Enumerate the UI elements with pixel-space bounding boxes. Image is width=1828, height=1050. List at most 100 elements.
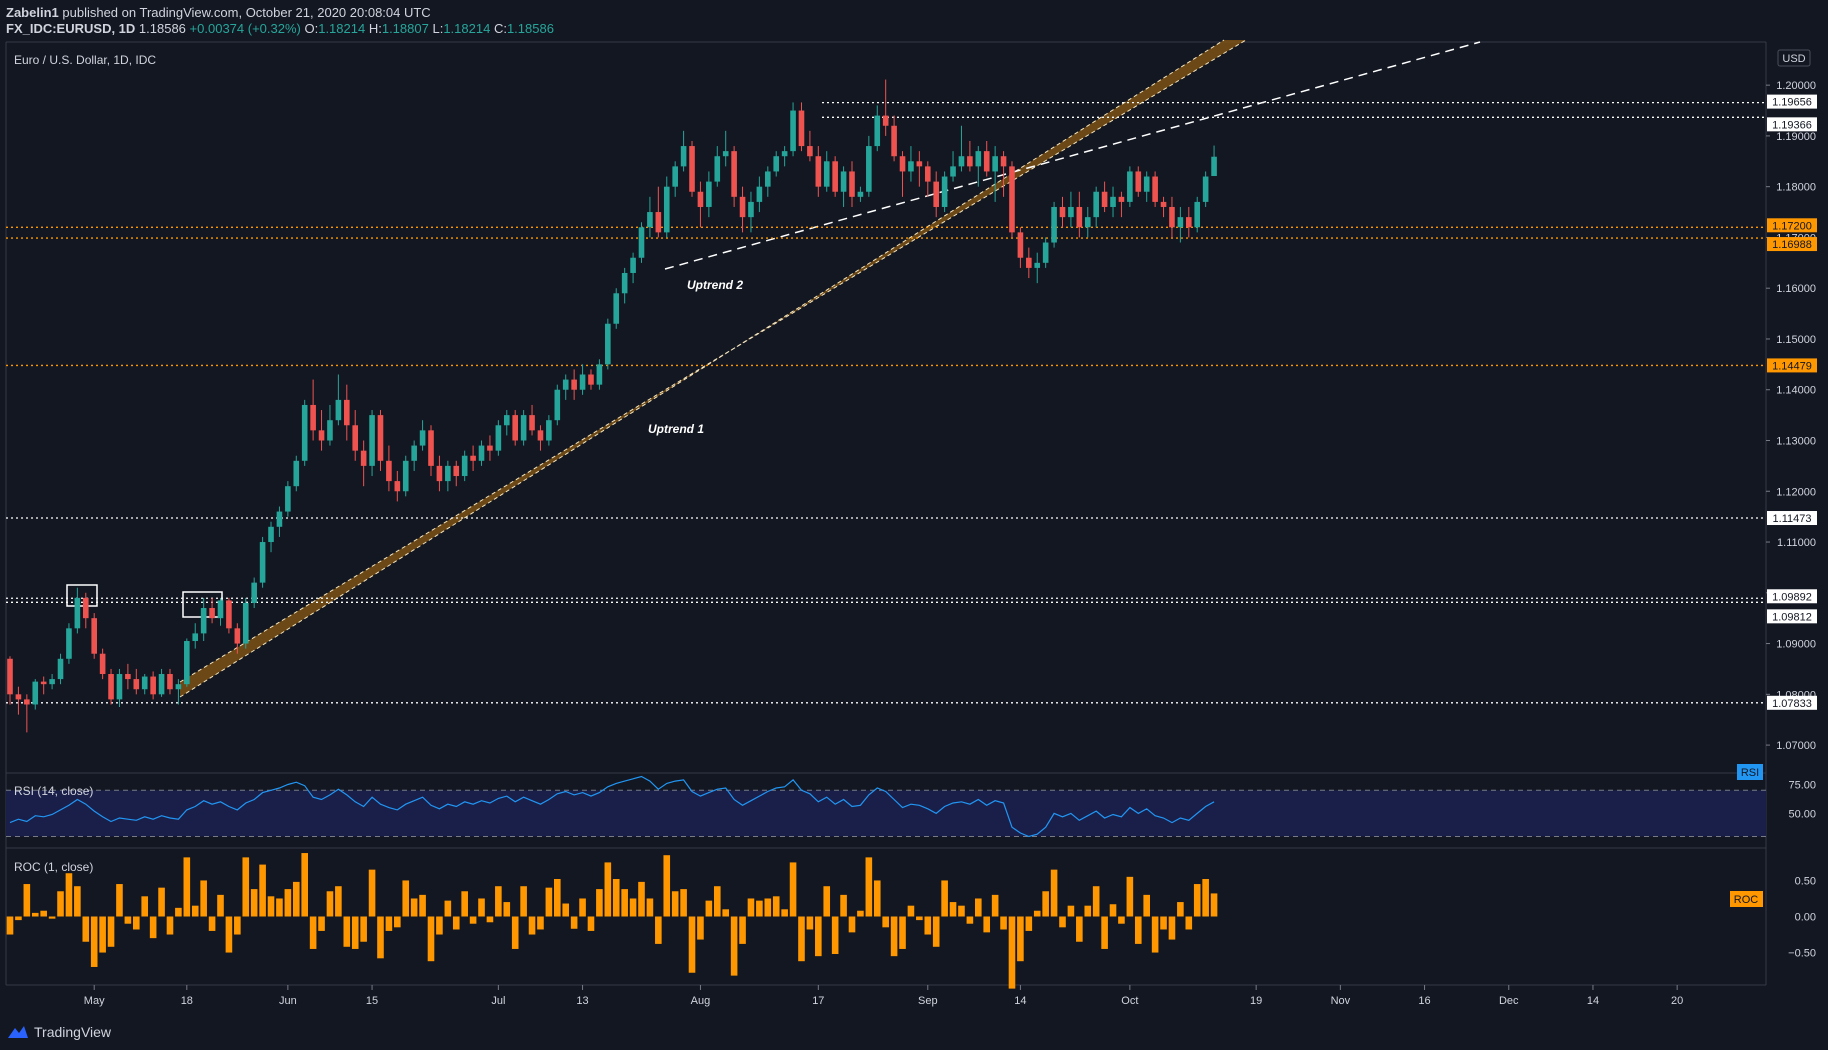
roc-bar[interactable] (301, 853, 308, 917)
roc-bar[interactable] (6, 916, 14, 935)
candle[interactable] (66, 623, 72, 664)
candle[interactable] (613, 288, 620, 329)
candle[interactable] (748, 191, 754, 233)
roc-bar[interactable] (1000, 916, 1007, 930)
roc-bar[interactable] (250, 889, 258, 917)
candle[interactable] (975, 146, 982, 187)
candle[interactable] (285, 481, 291, 517)
roc-bar[interactable] (1202, 879, 1209, 917)
roc-bar[interactable] (1042, 891, 1049, 917)
roc-bar[interactable] (932, 916, 940, 947)
roc-bar[interactable] (427, 916, 435, 962)
candle[interactable] (1135, 166, 1142, 197)
candle[interactable] (57, 653, 64, 685)
roc-bar[interactable] (916, 916, 923, 921)
candle[interactable] (192, 623, 199, 649)
candle[interactable] (1084, 206, 1091, 238)
candle[interactable] (849, 161, 855, 207)
candle[interactable] (1034, 252, 1041, 284)
roc-bar[interactable] (368, 869, 376, 917)
roc-bar[interactable] (722, 909, 729, 917)
roc-bar[interactable] (191, 905, 199, 917)
candle[interactable] (242, 597, 249, 649)
roc-bar[interactable] (949, 902, 957, 917)
candle[interactable] (967, 140, 973, 172)
candle[interactable] (394, 470, 401, 502)
roc-bar[interactable] (57, 891, 64, 917)
roc-bar[interactable] (1168, 916, 1176, 940)
candle[interactable] (1169, 196, 1175, 238)
roc-bar[interactable] (1076, 916, 1083, 942)
roc-bar[interactable] (377, 916, 384, 959)
candle[interactable] (1143, 171, 1150, 202)
candle[interactable] (1110, 186, 1116, 218)
candle[interactable] (840, 166, 847, 207)
roc-bar[interactable] (15, 916, 22, 921)
candle[interactable] (470, 445, 476, 471)
candle[interactable] (731, 146, 737, 207)
roc-bar[interactable] (503, 902, 511, 917)
roc-bar[interactable] (579, 898, 586, 917)
roc-bar[interactable] (1033, 910, 1041, 917)
roc-bar[interactable] (419, 894, 426, 917)
candle[interactable] (689, 140, 695, 197)
roc-bar[interactable] (655, 916, 662, 944)
candle[interactable] (453, 460, 460, 487)
candle[interactable] (478, 440, 485, 466)
roc-bar[interactable] (1017, 916, 1024, 962)
roc-bar[interactable] (554, 879, 561, 917)
candle[interactable] (369, 410, 375, 477)
candle[interactable] (823, 151, 830, 192)
roc-bar[interactable] (394, 916, 401, 928)
candle[interactable] (318, 410, 325, 451)
candle[interactable] (7, 656, 13, 705)
currency-badge[interactable]: USD (1777, 49, 1811, 67)
roc-bar[interactable] (234, 916, 241, 935)
roc-bar[interactable] (436, 916, 443, 935)
candle[interactable] (226, 597, 232, 634)
candle[interactable] (1202, 171, 1209, 207)
roc-bar[interactable] (444, 900, 452, 917)
candle[interactable] (950, 151, 956, 182)
roc-bar[interactable] (815, 916, 822, 957)
candle[interactable] (1042, 237, 1049, 268)
candle[interactable] (461, 450, 468, 482)
candle[interactable] (377, 410, 384, 471)
roc-bar[interactable] (1193, 884, 1201, 917)
candle[interactable] (251, 577, 257, 609)
candle[interactable] (1127, 166, 1133, 207)
roc-bar[interactable] (857, 910, 864, 917)
candle[interactable] (638, 222, 645, 263)
roc-bar[interactable] (1109, 904, 1117, 917)
candle[interactable] (562, 374, 569, 400)
candle[interactable] (1211, 145, 1217, 177)
rsi-line[interactable] (9, 775, 1215, 838)
roc-bar[interactable] (461, 891, 468, 917)
candle[interactable] (1194, 196, 1201, 233)
roc-bar[interactable] (840, 894, 847, 917)
candle[interactable] (630, 252, 636, 284)
roc-bar[interactable] (638, 881, 645, 917)
roc-bar[interactable] (31, 912, 39, 917)
candle[interactable] (116, 668, 123, 708)
roc-bar[interactable] (149, 916, 157, 939)
candle[interactable] (882, 79, 889, 136)
roc-bar[interactable] (798, 916, 805, 962)
candle[interactable] (24, 694, 30, 733)
candle[interactable] (276, 506, 283, 537)
roc-bar[interactable] (23, 884, 31, 917)
candle[interactable] (133, 668, 140, 695)
roc-bar[interactable] (941, 880, 948, 917)
candle[interactable] (301, 399, 308, 466)
candle[interactable] (1076, 191, 1083, 238)
roc-bar[interactable] (1185, 916, 1193, 930)
roc-bar[interactable] (495, 886, 502, 917)
roc-bar[interactable] (671, 891, 679, 917)
tradingview-logo[interactable]: TradingView (6, 1022, 111, 1042)
roc-bar[interactable] (730, 916, 738, 976)
roc-bar[interactable] (486, 916, 494, 923)
candle[interactable] (933, 171, 939, 218)
roc-bar[interactable] (747, 898, 755, 917)
candle[interactable] (259, 536, 266, 588)
candle[interactable] (529, 404, 535, 436)
